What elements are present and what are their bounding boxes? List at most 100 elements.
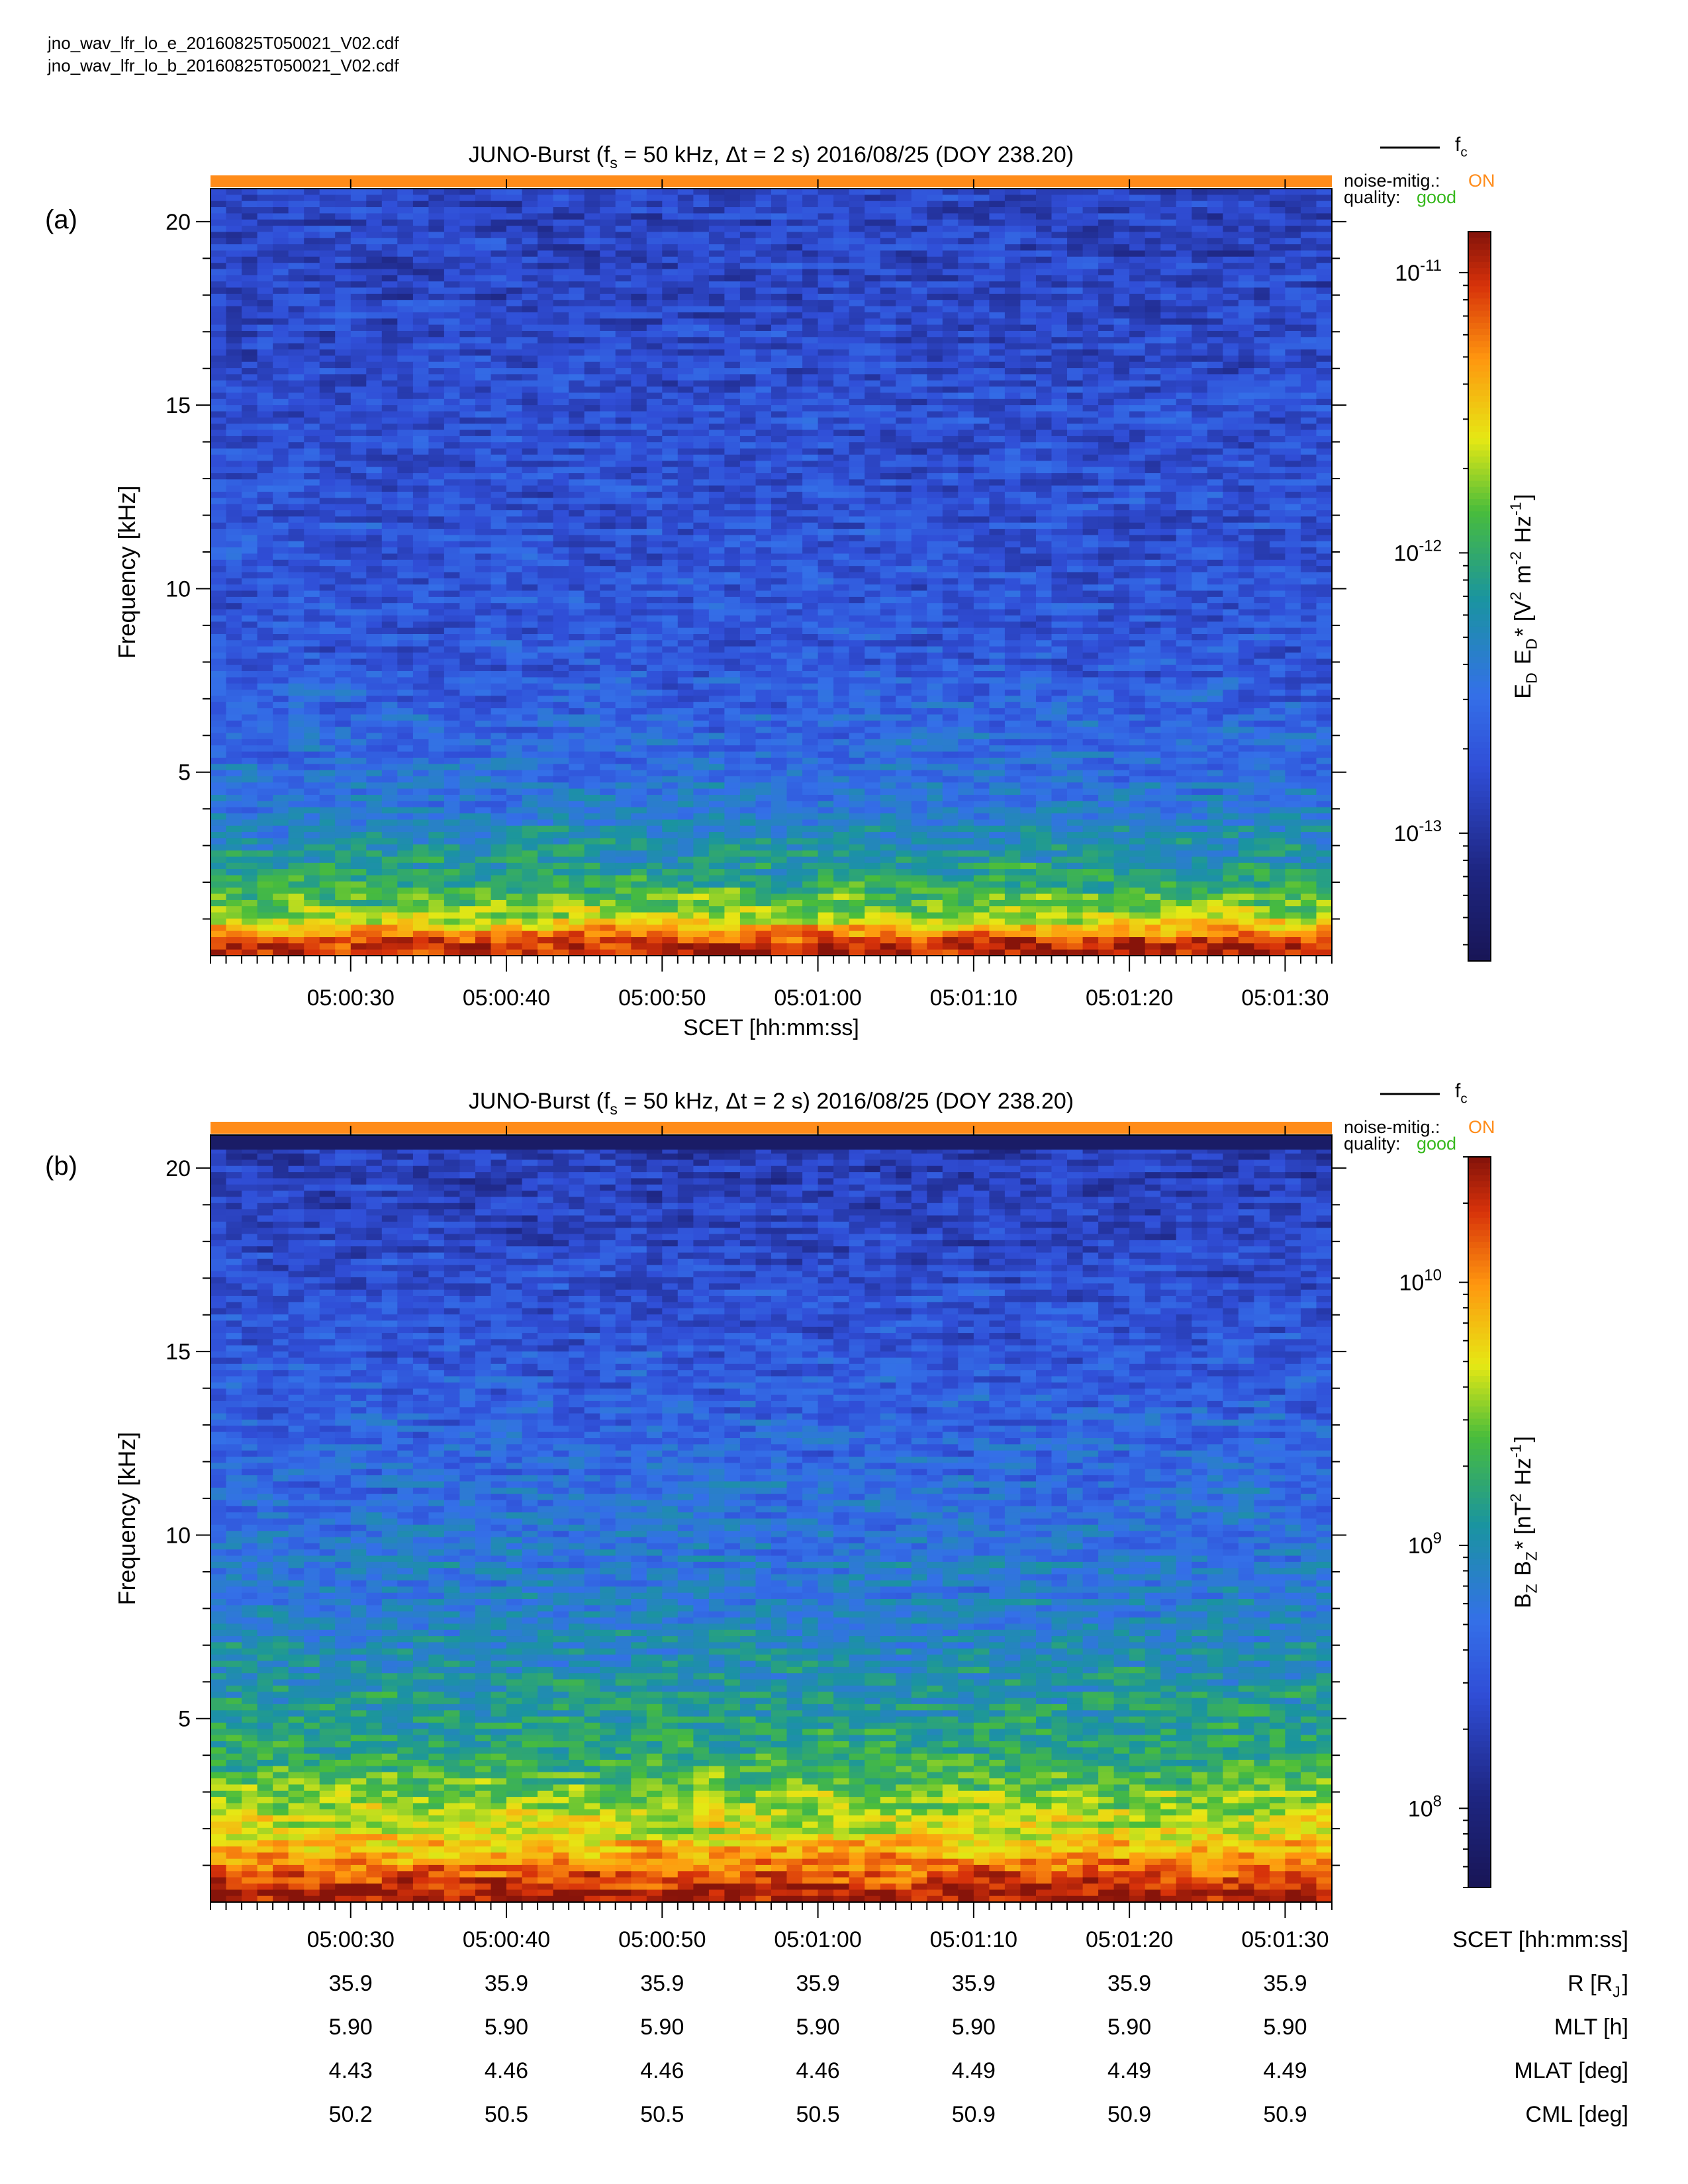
heatmap-cell — [226, 435, 242, 443]
heatmap-cell — [1316, 498, 1333, 505]
heatmap-cell — [1160, 504, 1177, 511]
heatmap-cell — [1020, 529, 1037, 536]
heatmap-cell — [350, 195, 367, 202]
heatmap-cell — [1098, 207, 1115, 214]
heatmap-cell — [802, 498, 819, 505]
heatmap-cell — [335, 541, 352, 548]
heatmap-cell — [708, 250, 726, 257]
heatmap-cell — [1285, 398, 1301, 406]
heatmap-cell — [288, 281, 305, 289]
heatmap-cell — [865, 405, 881, 412]
heatmap-cell — [833, 603, 850, 610]
heatmap-cell — [973, 355, 990, 363]
heatmap-cell — [1285, 226, 1301, 233]
heatmap-cell — [615, 448, 632, 455]
heatmap-cell — [459, 318, 476, 326]
heatmap-cell — [880, 411, 896, 418]
heatmap-cell — [1082, 498, 1099, 505]
heatmap-cell — [242, 349, 258, 357]
heatmap-cell — [553, 485, 569, 492]
heatmap-cell — [506, 318, 523, 326]
heatmap-cell — [1238, 207, 1255, 214]
heatmap-cell — [1145, 553, 1161, 561]
heatmap-cell — [1082, 541, 1099, 548]
heatmap-cell — [1300, 417, 1317, 424]
heatmap-cell — [755, 368, 772, 375]
heatmap-cell — [226, 238, 242, 245]
heatmap-cell — [1113, 312, 1130, 319]
heatmap-cell — [335, 318, 352, 326]
heatmap-cell — [1207, 331, 1224, 338]
heatmap-cell — [569, 269, 585, 276]
heatmap-cell — [475, 207, 492, 214]
heatmap-cell — [677, 590, 694, 598]
heatmap-cell — [273, 238, 289, 245]
heatmap-cell — [849, 430, 865, 437]
heatmap-cell — [1223, 337, 1239, 344]
heatmap-cell — [1254, 504, 1270, 511]
heatmap-cell — [538, 504, 554, 511]
heatmap-cell — [677, 300, 694, 307]
heatmap-cell — [1285, 522, 1301, 529]
heatmap-cell — [1254, 430, 1270, 437]
heatmap-cell — [880, 516, 896, 523]
heatmap-cell — [1192, 454, 1208, 461]
heatmap-cell — [1020, 559, 1037, 567]
heatmap-cell — [273, 615, 289, 622]
heatmap-cell — [538, 201, 554, 208]
heatmap-cell — [538, 547, 554, 555]
heatmap-cell — [1300, 553, 1317, 561]
heatmap-cell — [1176, 387, 1192, 394]
heatmap-cell — [412, 566, 430, 573]
heatmap-cell — [771, 522, 788, 529]
heatmap-cell — [304, 467, 320, 474]
heatmap-cell — [1192, 566, 1208, 573]
heatmap-cell — [211, 201, 227, 208]
heatmap-cell — [211, 306, 227, 313]
heatmap-cell — [818, 516, 834, 523]
heatmap-cell — [257, 318, 273, 326]
heatmap-cell — [662, 411, 679, 418]
heatmap-cell — [1160, 232, 1177, 239]
heatmap-cell — [1051, 263, 1068, 270]
heatmap-cell — [1160, 213, 1177, 220]
heatmap-cell — [1223, 516, 1239, 523]
heatmap-cell — [989, 566, 1006, 573]
heatmap-cell — [739, 405, 757, 412]
heatmap-cell — [880, 504, 896, 511]
heatmap-cell — [1238, 189, 1255, 196]
heatmap-cell — [677, 392, 694, 400]
heatmap-cell — [257, 250, 273, 257]
heatmap-cell — [693, 485, 710, 492]
heatmap-cell — [942, 368, 959, 375]
heatmap-cell — [211, 467, 227, 474]
heatmap-cell — [818, 411, 834, 418]
heatmap-cell — [896, 510, 912, 518]
heatmap-cell — [211, 256, 227, 263]
heatmap-cell — [677, 411, 694, 418]
heatmap-cell — [1082, 572, 1099, 579]
heatmap-cell — [397, 374, 414, 381]
heatmap-cell — [849, 498, 865, 505]
heatmap-cell — [880, 324, 896, 332]
heatmap-cell — [381, 392, 399, 400]
heatmap-cell — [1098, 411, 1115, 418]
heatmap-cell — [677, 337, 694, 344]
heatmap-cell — [1285, 435, 1301, 443]
heatmap-cell — [818, 201, 834, 208]
heatmap-cell — [1098, 535, 1115, 542]
heatmap-cell — [242, 226, 258, 233]
heatmap-cell — [1082, 213, 1099, 220]
heatmap-cell — [553, 547, 569, 555]
heatmap-cell — [818, 430, 834, 437]
heatmap-cell — [475, 504, 492, 511]
heatmap-cell — [397, 578, 414, 585]
heatmap-cell — [1051, 584, 1068, 592]
heatmap-cell — [724, 454, 741, 461]
heatmap-cell — [319, 324, 336, 332]
heatmap-cell — [242, 189, 258, 196]
heatmap-cell — [600, 306, 616, 313]
heatmap-cell — [662, 226, 679, 233]
heatmap-cell — [1129, 219, 1146, 226]
heatmap-cell — [459, 331, 476, 338]
